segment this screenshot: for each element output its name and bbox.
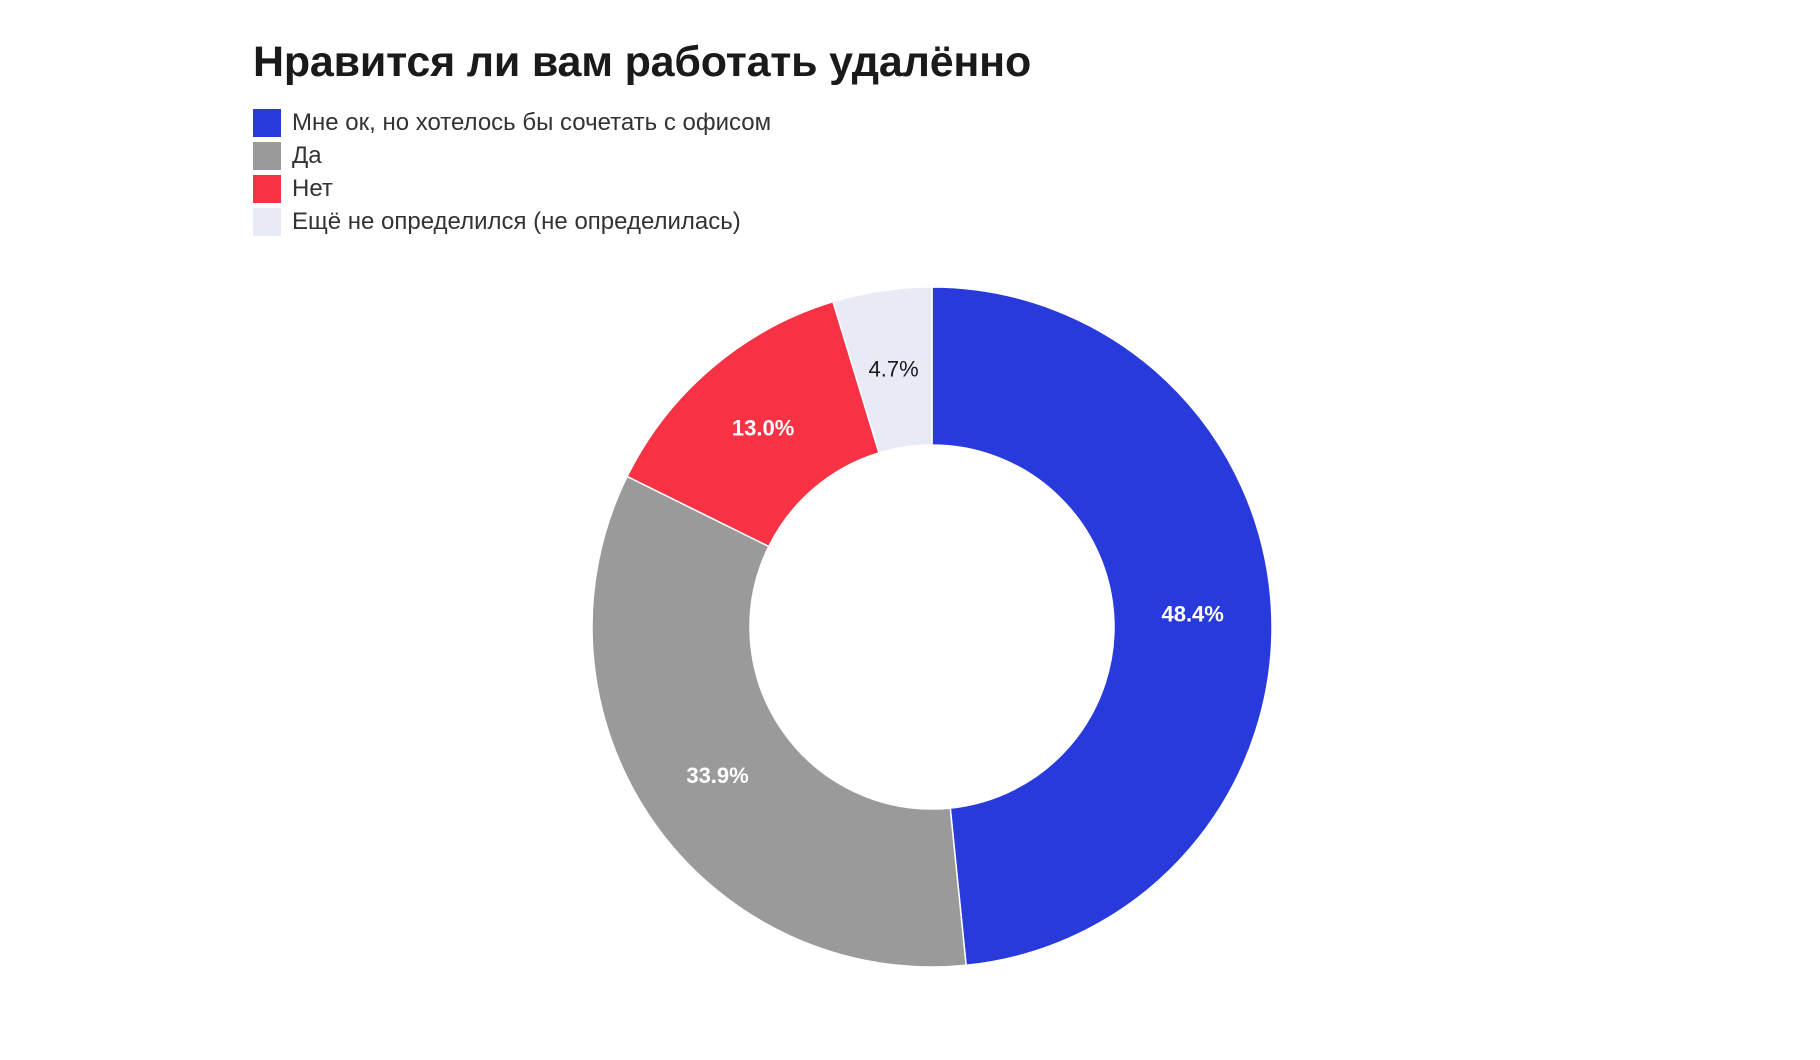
donut-labels: 48.4% 33.9% 13.0% 4.7% bbox=[686, 356, 1224, 788]
legend-swatch bbox=[253, 174, 281, 203]
legend-label: Да bbox=[292, 141, 322, 169]
legend-item: Ещё не определился (не определилась) bbox=[253, 205, 771, 238]
legend-label: Ещё не определился (не определилась) bbox=[292, 207, 741, 235]
slice-value-label: 48.4% bbox=[1161, 601, 1223, 626]
legend-item: Нет bbox=[253, 172, 771, 205]
slice-value-label: 33.9% bbox=[686, 763, 748, 788]
donut-slice bbox=[931, 286, 1273, 967]
legend-label: Нет bbox=[292, 174, 333, 202]
donut-slice bbox=[832, 286, 933, 454]
slice-value-label: 4.7% bbox=[869, 356, 919, 381]
donut-slice bbox=[591, 475, 967, 968]
chart-legend: Мне ок, но хотелось бы сочетать с офисом… bbox=[253, 106, 771, 238]
donut-slices bbox=[591, 286, 1273, 968]
legend-swatch bbox=[253, 141, 281, 170]
legend-item: Мне ок, но хотелось бы сочетать с офисом bbox=[253, 106, 771, 139]
legend-swatch bbox=[253, 108, 281, 137]
legend-label: Мне ок, но хотелось бы сочетать с офисом bbox=[292, 108, 772, 136]
donut-slice bbox=[626, 300, 880, 548]
chart-title: Нравится ли вам работать удалённо bbox=[253, 38, 1032, 86]
legend-swatch bbox=[253, 207, 281, 236]
legend-item: Да bbox=[253, 139, 771, 172]
slice-value-label: 13.0% bbox=[732, 416, 794, 441]
